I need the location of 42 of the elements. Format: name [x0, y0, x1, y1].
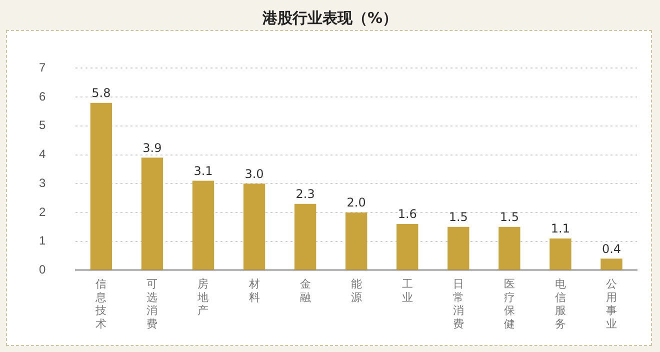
y-tick-label: 0 — [38, 262, 46, 277]
bar — [192, 180, 214, 270]
x-tick-label: 能源 — [350, 278, 362, 304]
y-tick-label: 2 — [38, 204, 46, 219]
y-tick-label: 5 — [38, 118, 46, 132]
x-tick-label: 金融 — [300, 278, 311, 304]
y-tick-label: 4 — [38, 147, 46, 162]
x-tick-label: 工业 — [402, 278, 413, 304]
x-tick-label: 可选消费 — [146, 278, 158, 330]
data-label: 1.6 — [398, 207, 417, 222]
y-tick-label: 7 — [38, 60, 46, 75]
data-label: 1.5 — [448, 210, 468, 224]
x-tick-label: 日常消费 — [452, 278, 464, 330]
data-label: 2.0 — [346, 196, 366, 210]
bar — [498, 226, 520, 270]
bar — [396, 224, 418, 270]
bar — [550, 238, 572, 270]
data-label: 3.1 — [194, 164, 213, 178]
x-tick-label: 电信服务 — [554, 278, 566, 330]
bar — [294, 204, 316, 270]
data-label: 1.1 — [550, 222, 570, 236]
x-tick-label: 医疗保健 — [504, 278, 515, 330]
bar — [90, 102, 112, 270]
bar — [448, 226, 470, 270]
chart-title: 港股行业表现（%） — [261, 8, 399, 28]
y-tick-label: 3 — [38, 176, 46, 190]
data-label: 3.0 — [244, 166, 264, 181]
data-label: 5.8 — [92, 86, 111, 100]
bar — [600, 258, 622, 270]
bar — [141, 158, 164, 270]
bar — [345, 212, 368, 270]
x-tick-label: 房地产 — [196, 278, 209, 318]
x-tick-label: 信息技术 — [94, 278, 107, 330]
x-tick-label: 公用事业 — [606, 278, 617, 330]
data-label: 1.5 — [500, 210, 519, 224]
x-tick-label: 材料 — [248, 278, 260, 304]
y-tick-label: 6 — [38, 89, 46, 104]
data-label: 0.4 — [602, 242, 622, 256]
data-label: 3.9 — [142, 140, 162, 155]
y-tick-label: 1 — [38, 234, 46, 248]
data-label: 2.3 — [296, 186, 315, 201]
bar — [243, 184, 266, 270]
